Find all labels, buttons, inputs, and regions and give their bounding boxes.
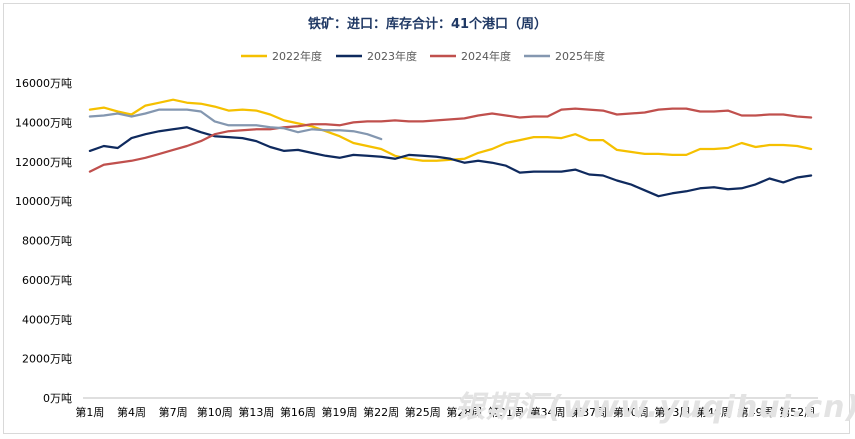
x-tick-label: 第46周 xyxy=(696,405,732,419)
legend-label: 2022年度 xyxy=(272,49,322,63)
x-tick-label: 第31周 xyxy=(488,405,524,419)
x-tick-label: 第37周 xyxy=(571,405,607,419)
x-tick-label: 第4周 xyxy=(117,405,146,419)
y-tick-label: 6000万吨 xyxy=(22,274,72,287)
series-line-3 xyxy=(88,107,813,173)
series-line-4 xyxy=(88,108,383,141)
x-tick-label: 第7周 xyxy=(159,405,188,419)
y-tick-label: 16000万吨 xyxy=(15,77,72,90)
x-tick-label: 第10周 xyxy=(197,405,233,419)
y-tick-label: 2000万吨 xyxy=(22,353,72,366)
legend-label: 2024年度 xyxy=(461,49,511,63)
legend: 2022年度 2023年度 2024年度 2025年度 xyxy=(241,49,605,63)
x-tick-label: 第22周 xyxy=(363,405,399,419)
legend-label: 2023年度 xyxy=(367,49,417,63)
x-tick-label: 第43周 xyxy=(654,405,690,419)
y-axis: 0万吨 2000万吨 4000万吨 6000万吨 8000万吨 10000万吨 12000万… xyxy=(15,77,72,405)
y-tick-label: 12000万吨 xyxy=(15,156,72,169)
x-tick-label: 第13周 xyxy=(238,405,274,419)
legend-label: 2025年度 xyxy=(555,49,605,63)
y-tick-label: 8000万吨 xyxy=(22,235,72,248)
x-tick-label: 第34周 xyxy=(530,405,566,419)
x-tick-label: 第40周 xyxy=(613,405,649,419)
chart-frame xyxy=(3,3,850,434)
y-tick-label: 4000万吨 xyxy=(22,313,72,326)
x-tick-label: 第49周 xyxy=(738,405,774,419)
chart-title: 铁矿：进口：库存合计：41个港口（周） xyxy=(307,17,548,32)
y-tick-label: 14000万吨 xyxy=(15,116,72,129)
x-tick-label: 第52周 xyxy=(779,405,815,419)
x-tick-label: 第1周 xyxy=(75,405,104,419)
x-axis: 第1周 第4周 第7周 第10周 第13周 第16周 第19周 第22周 第25周 第28周 第31… xyxy=(75,397,818,419)
y-tick-label: 10000万吨 xyxy=(15,195,72,208)
x-tick-label: 第28周 xyxy=(446,405,482,419)
x-tick-label: 第19周 xyxy=(322,405,358,419)
watermark-text: 银期汇(www.yuqihui.cn) xyxy=(455,390,855,425)
series-line-2 xyxy=(88,126,813,198)
y-tick-label: 0万吨 xyxy=(43,392,72,405)
x-tick-label: 第25周 xyxy=(405,405,441,419)
x-tick-label: 第16周 xyxy=(280,405,316,419)
series-layer xyxy=(88,98,813,198)
